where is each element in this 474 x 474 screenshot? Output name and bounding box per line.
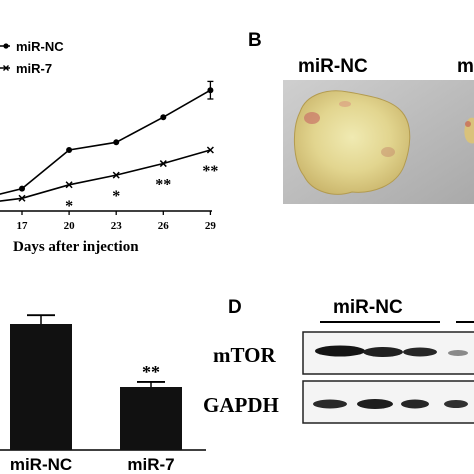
bar-category-label: miR-NC [10, 455, 72, 474]
legend-circle-marker [3, 43, 9, 49]
chart-legend: miR-NC miR-7 [0, 39, 64, 76]
band-mtor-lane-4 [448, 350, 468, 356]
x-tick-label: 23 [111, 220, 123, 232]
panel-label-d: D [228, 297, 242, 318]
blot-group-label: miR-NC [333, 297, 403, 318]
western-blot [302, 331, 474, 424]
x-axis-ticks: 17 20 23 26 29 [17, 211, 217, 232]
data-point-mir-nc [113, 139, 120, 146]
data-point-mir-nc [19, 185, 25, 192]
data-point-mir-7 [65, 181, 73, 189]
x-tick-label: 29 [205, 220, 217, 232]
photo-label-mir-nc: miR-NC [298, 56, 368, 77]
series-line-mir-7 [0, 149, 211, 202]
bar-category-label: miR-7 [127, 455, 174, 474]
band-mtor-lane-3 [403, 347, 437, 357]
band-gapdh-lane-2 [357, 399, 393, 409]
band-gapdh-lane-4 [444, 400, 468, 408]
band-mtor-lane-1 [315, 345, 365, 357]
bar-mir-nc [10, 324, 72, 450]
legend-label-mir-7: miR-7 [16, 61, 52, 76]
bars-layer: miR-NC miR-7 ** [10, 314, 182, 474]
tumor-blood-spot [339, 101, 351, 107]
significance-marks: ****** [65, 163, 218, 215]
bar-significance-mark: ** [142, 362, 160, 382]
band-gapdh-lane-3 [401, 399, 429, 409]
data-point-mir-nc [66, 147, 73, 154]
band-gapdh-lane-1 [313, 399, 347, 409]
tumor-photograph [283, 80, 474, 204]
legend-label-mir-nc: miR-NC [16, 39, 64, 54]
significance-mark: * [112, 188, 120, 205]
blot-row-label-gapdh: GAPDH [203, 393, 279, 417]
blot-row-label-mtor: mTOR [213, 343, 276, 367]
data-point-mir-7 [18, 194, 26, 202]
tumor-growth-line-chart: miR-NC miR-7 17 20 23 26 29 ****** Days afte… [0, 39, 218, 255]
x-tick-label: 17 [17, 220, 29, 232]
x-tick-label: 20 [64, 220, 76, 232]
relative-expression-bar-chart: miR-NC miR-7 ** [0, 314, 206, 474]
tumor-mir-nc [293, 90, 411, 195]
legend-x-marker [3, 65, 9, 71]
x-axis-title: Days after injection [13, 239, 139, 255]
significance-mark: * [65, 198, 73, 215]
x-tick-label: 26 [158, 220, 170, 232]
data-point-mir-nc [160, 114, 167, 121]
tumor-blood-spot [304, 112, 320, 124]
significance-mark: ** [202, 163, 218, 180]
bar-mir-7 [120, 387, 182, 450]
line-series-layer [0, 80, 214, 202]
tumor-blood-spot [465, 121, 471, 127]
tumor-blood-spot [381, 147, 395, 157]
band-mtor-lane-2 [363, 347, 403, 357]
data-point-mir-7 [206, 146, 214, 154]
photo-label-cropped: m [457, 56, 474, 77]
data-point-mir-7 [159, 160, 167, 168]
panel-label-b: B [248, 30, 262, 51]
data-point-mir-7 [112, 171, 120, 179]
series-line-mir-nc [0, 89, 211, 195]
significance-mark: ** [155, 177, 171, 194]
